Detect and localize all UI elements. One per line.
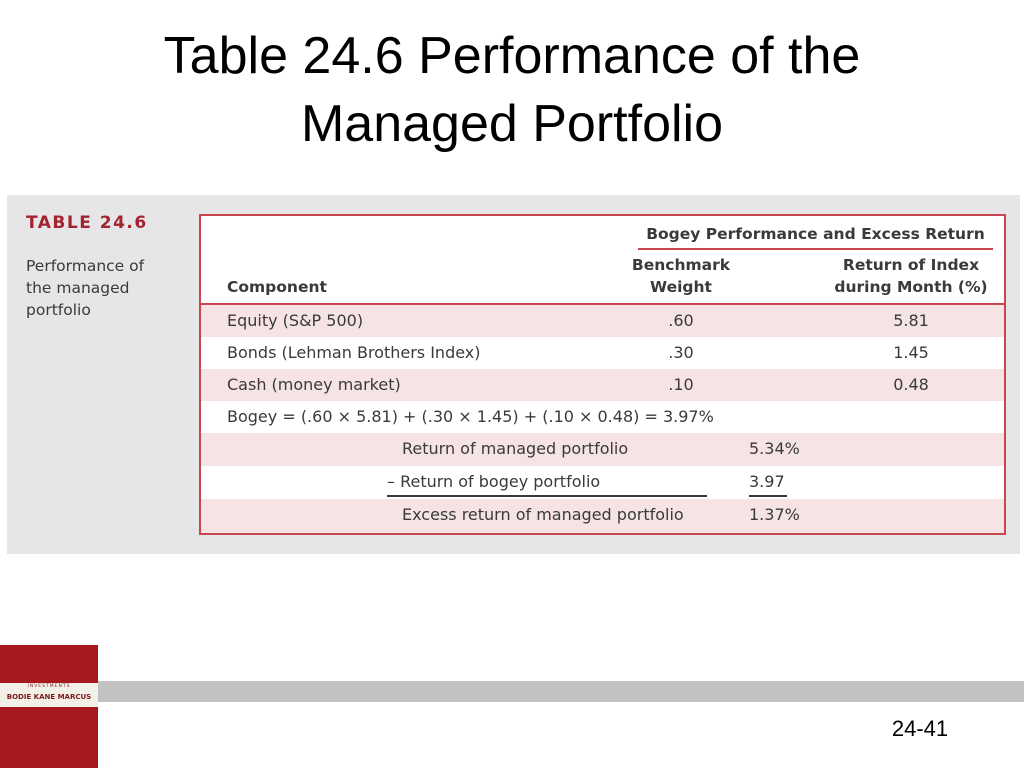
summary-value: 3.97 xyxy=(749,472,785,491)
weight-cell: .30 xyxy=(668,343,694,362)
slide-title: Table 24.6 Performance of the Managed Po… xyxy=(0,22,1024,158)
column-header-weight-line-2: Weight xyxy=(650,278,712,296)
column-header-return-line-1: Return of Index xyxy=(842,256,980,274)
summary-value: 5.34% xyxy=(749,439,800,458)
component-cell: Bonds (Lehman Brothers Index) xyxy=(227,343,481,362)
weight-cell: .10 xyxy=(668,375,694,394)
summary-row: – Return of bogey portfolio 3.97 xyxy=(201,466,1004,499)
table-label: TABLE 24.6 xyxy=(26,213,148,233)
bogey-formula: Bogey = (.60 × 5.81) + (.30 × 1.45) + (.… xyxy=(227,407,714,426)
table-row: Cash (money market) .10 0.48 xyxy=(201,369,1004,401)
caption-line-1: Performance of xyxy=(26,257,145,275)
column-header-component: Component xyxy=(227,278,327,296)
group-header: Bogey Performance and Excess Return xyxy=(638,222,993,250)
page-number: 24-41 xyxy=(891,716,949,741)
header-rule xyxy=(201,303,1004,305)
column-header-weight-line-1: Benchmark xyxy=(631,256,731,274)
slide-title-line-1: Table 24.6 Performance of the xyxy=(163,27,861,85)
caption-line-3: portfolio xyxy=(26,301,91,319)
return-cell: 0.48 xyxy=(893,375,929,394)
performance-table: Bogey Performance and Excess Return Comp… xyxy=(199,214,1006,535)
return-cell: 5.81 xyxy=(893,311,929,330)
table-row: Bonds (Lehman Brothers Index) .30 1.45 xyxy=(201,337,1004,369)
footer-band xyxy=(98,681,1024,702)
table-figure: TABLE 24.6 Performance of the managed po… xyxy=(7,195,1020,554)
book-tagline: INVESTMENTS xyxy=(27,684,71,689)
subtraction-rule xyxy=(387,495,707,497)
column-header-weight: Benchmark Weight xyxy=(611,254,751,298)
summary-label: Return of managed portfolio xyxy=(402,439,629,458)
table-row: Equity (S&P 500) .60 5.81 xyxy=(201,305,1004,337)
column-header-return-line-2: during Month (%) xyxy=(834,278,988,296)
summary-row: Excess return of managed portfolio 1.37% xyxy=(201,499,1004,533)
component-cell: Equity (S&P 500) xyxy=(227,311,364,330)
bogey-row: Bogey = (.60 × 5.81) + (.30 × 1.45) + (.… xyxy=(201,401,1004,433)
book-cover-band: INVESTMENTS BODIE KANE MARCUS xyxy=(0,683,98,707)
subtraction-value-rule xyxy=(749,495,787,497)
summary-row: Return of managed portfolio 5.34% xyxy=(201,433,1004,466)
slide-title-line-2: Managed Portfolio xyxy=(300,95,724,153)
book-authors: BODIE KANE MARCUS xyxy=(6,693,92,701)
component-cell: Cash (money market) xyxy=(227,375,401,394)
column-header-return: Return of Index during Month (%) xyxy=(821,254,1001,298)
caption-line-2: the managed xyxy=(26,279,130,297)
return-cell: 1.45 xyxy=(893,343,929,362)
summary-label: Excess return of managed portfolio xyxy=(402,505,684,524)
summary-value: 1.37% xyxy=(749,505,800,524)
book-cover-logo: INVESTMENTS BODIE KANE MARCUS xyxy=(0,645,98,768)
summary-label: – Return of bogey portfolio xyxy=(387,472,601,491)
table-caption: Performance of the managed portfolio xyxy=(26,255,196,321)
weight-cell: .60 xyxy=(668,311,694,330)
